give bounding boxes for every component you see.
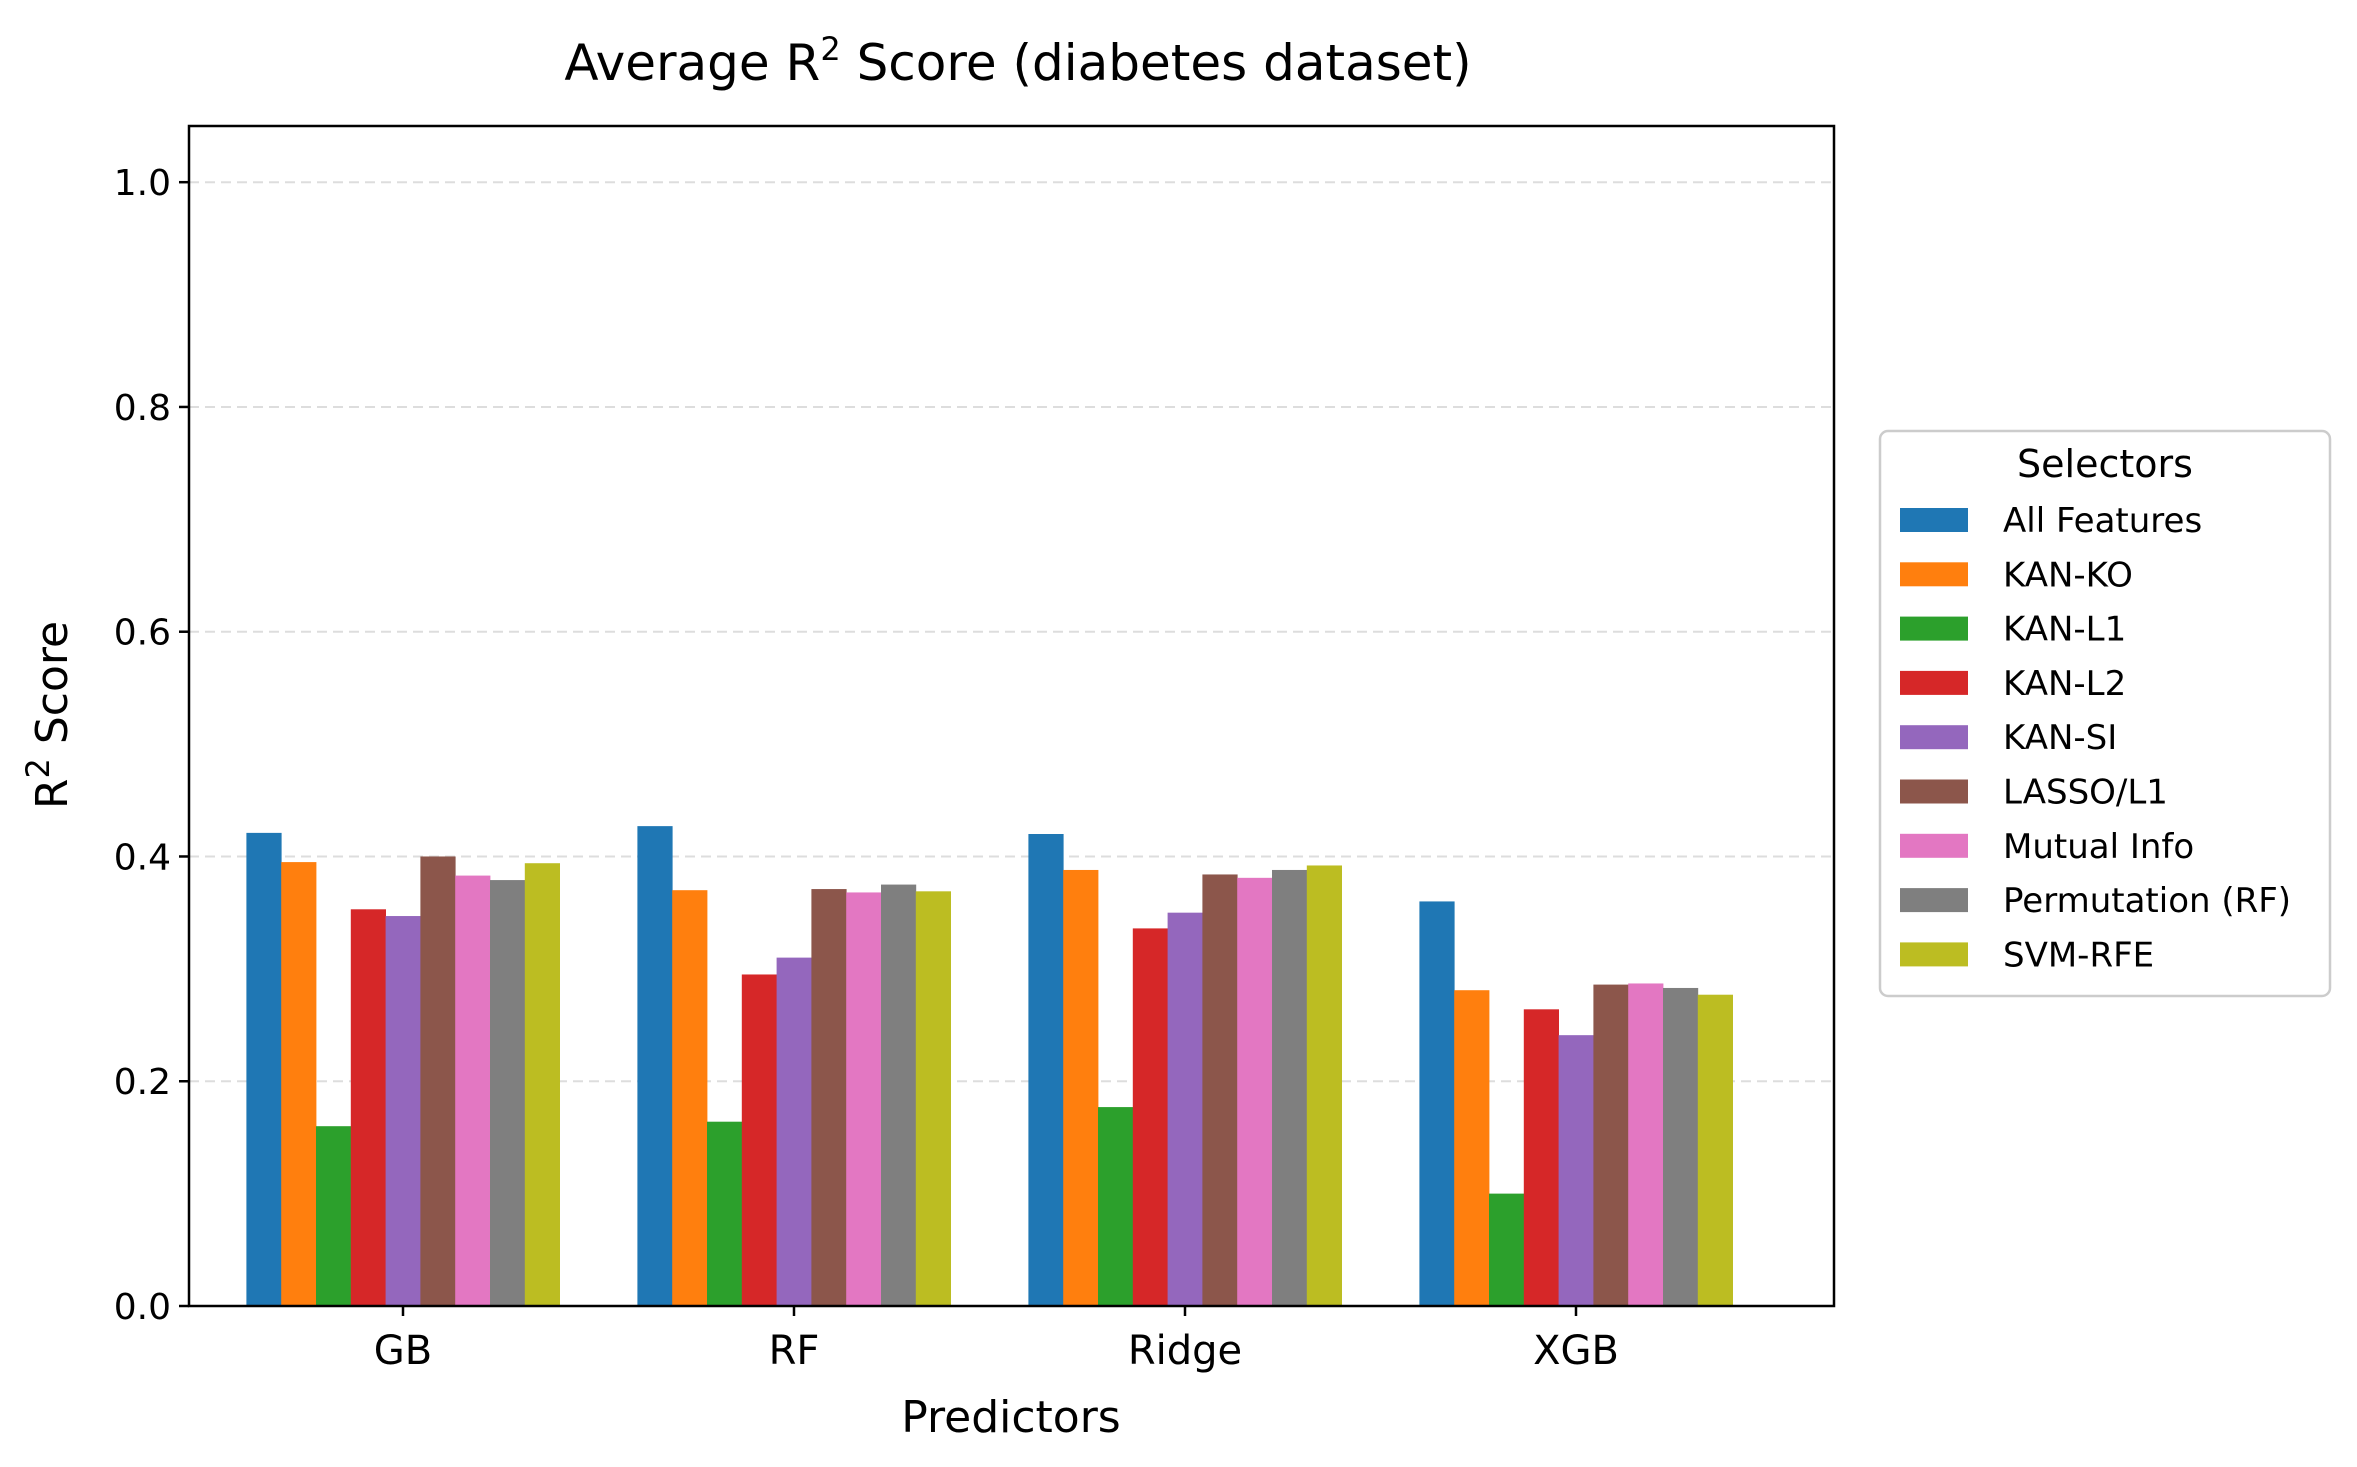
y-axis-title-main: R [27,779,78,810]
legend-label: SVM-RFE [2003,935,2154,975]
bar-xgb-permutation-rf [1663,987,1699,1306]
legend-swatch [1900,942,1968,967]
bar-ridge-lasso-l1 [1202,874,1238,1306]
legend-title: Selectors [2017,442,2193,486]
bar-xgb-mutual-info [1628,983,1664,1306]
x-tick-label-gb: GB [374,1328,432,1374]
bar-gb-kan-ko [281,862,317,1306]
legend-swatch [1900,562,1968,587]
legend-label: KAN-L2 [2003,664,2126,704]
bar-gb-lasso-l1 [420,856,456,1306]
legend-swatch [1900,616,1968,641]
bar-ridge-kan-l2 [1132,928,1168,1306]
bar-ridge-permutation-rf [1272,869,1308,1306]
legend-swatch [1900,833,1968,858]
chart-title-main: Average R [564,34,820,92]
bar-ridge-kan-l1 [1098,1107,1134,1306]
bar-ridge-mutual-info [1237,877,1273,1306]
bar-rf-kan-ko [672,890,708,1306]
bar-rf-permutation-rf [881,884,917,1306]
legend-label: LASSO/L1 [2003,773,2168,813]
bar-gb-kan-l1 [316,1126,352,1306]
bar-xgb-kan-si [1558,1035,1594,1306]
bar-ridge-all-features [1028,834,1064,1306]
bar-gb-permutation-rf [490,880,526,1306]
legend-label: KAN-SI [2003,718,2117,758]
legend-swatch [1900,888,1968,913]
legend: Selectors All Features KAN-KO KAN-L1 KAN-L2… [1878,429,2332,998]
bar-gb-kan-si [385,916,421,1306]
bar-xgb-kan-l1 [1489,1193,1525,1306]
legend-label: KAN-L1 [2003,610,2126,650]
bar-rf-mutual-info [846,892,882,1306]
bar-rf-lasso-l1 [811,889,847,1306]
y-axis-title-superscript: 2 [19,758,57,778]
legend-items: All Features KAN-KO KAN-L1 KAN-L2 KAN-SI LASS… [1900,501,2291,975]
legend-label: All Features [2003,501,2202,541]
bar-gb-all-features [246,832,282,1306]
x-tick-label-xgb: XGB [1533,1328,1619,1374]
y-axis: 0.0 0.2 0.4 0.6 0.8 1.0 [114,163,189,1328]
bar-xgb-kan-l2 [1523,1009,1559,1306]
bar-rf-kan-l2 [741,974,777,1306]
y-axis-title-suffix: Score [27,621,78,758]
x-axis-title: Predictors [901,1392,1120,1443]
legend-label: Permutation (RF) [2003,881,2291,921]
y-tick-label: 0.8 [114,388,171,429]
bar-rf-svm-rfe [915,891,951,1306]
bar-gb-svm-rfe [524,863,560,1306]
legend-swatch [1900,779,1968,804]
plot-frame [187,124,1836,1308]
x-tick-label-rf: RF [769,1328,820,1374]
bar-xgb-svm-rfe [1697,994,1733,1306]
bar-rf-kan-si [776,957,812,1306]
x-axis: GB RF Ridge XGB [374,1306,1619,1374]
chart-title-superscript: 2 [820,30,840,68]
y-tick-label: 1.0 [114,163,171,204]
bar-gb-mutual-info [455,875,491,1306]
bar-ridge-svm-rfe [1306,865,1342,1306]
bar-ridge-kan-ko [1063,869,1099,1306]
bar-ridge-kan-si [1167,912,1203,1306]
x-tick-label-ridge: Ridge [1128,1328,1242,1374]
y-tick-label: 0.0 [114,1287,171,1328]
chart-title-suffix: Score (diabetes dataset) [841,34,1472,92]
legend-swatch [1900,508,1968,532]
bar-xgb-all-features [1419,901,1455,1306]
y-tick-label: 0.4 [114,837,171,878]
bar-xgb-kan-ko [1454,990,1490,1306]
bar-xgb-lasso-l1 [1593,984,1629,1306]
bar-rf-kan-l1 [707,1121,743,1306]
bars-group [246,826,1733,1306]
legend-box [1878,429,2332,998]
y-tick-label: 0.2 [114,1062,171,1103]
chart-title: Average R2 Score (diabetes dataset) [564,30,1471,92]
bar-rf-all-features [637,826,673,1306]
legend-swatch [1900,725,1968,750]
legend-label: KAN-KO [2003,555,2133,595]
bar-gb-kan-l2 [350,909,386,1306]
y-axis-title: R2 Score [19,621,78,809]
legend-label: Mutual Info [2003,827,2194,867]
y-tick-label: 0.6 [114,613,171,654]
legend-swatch [1900,670,1968,695]
